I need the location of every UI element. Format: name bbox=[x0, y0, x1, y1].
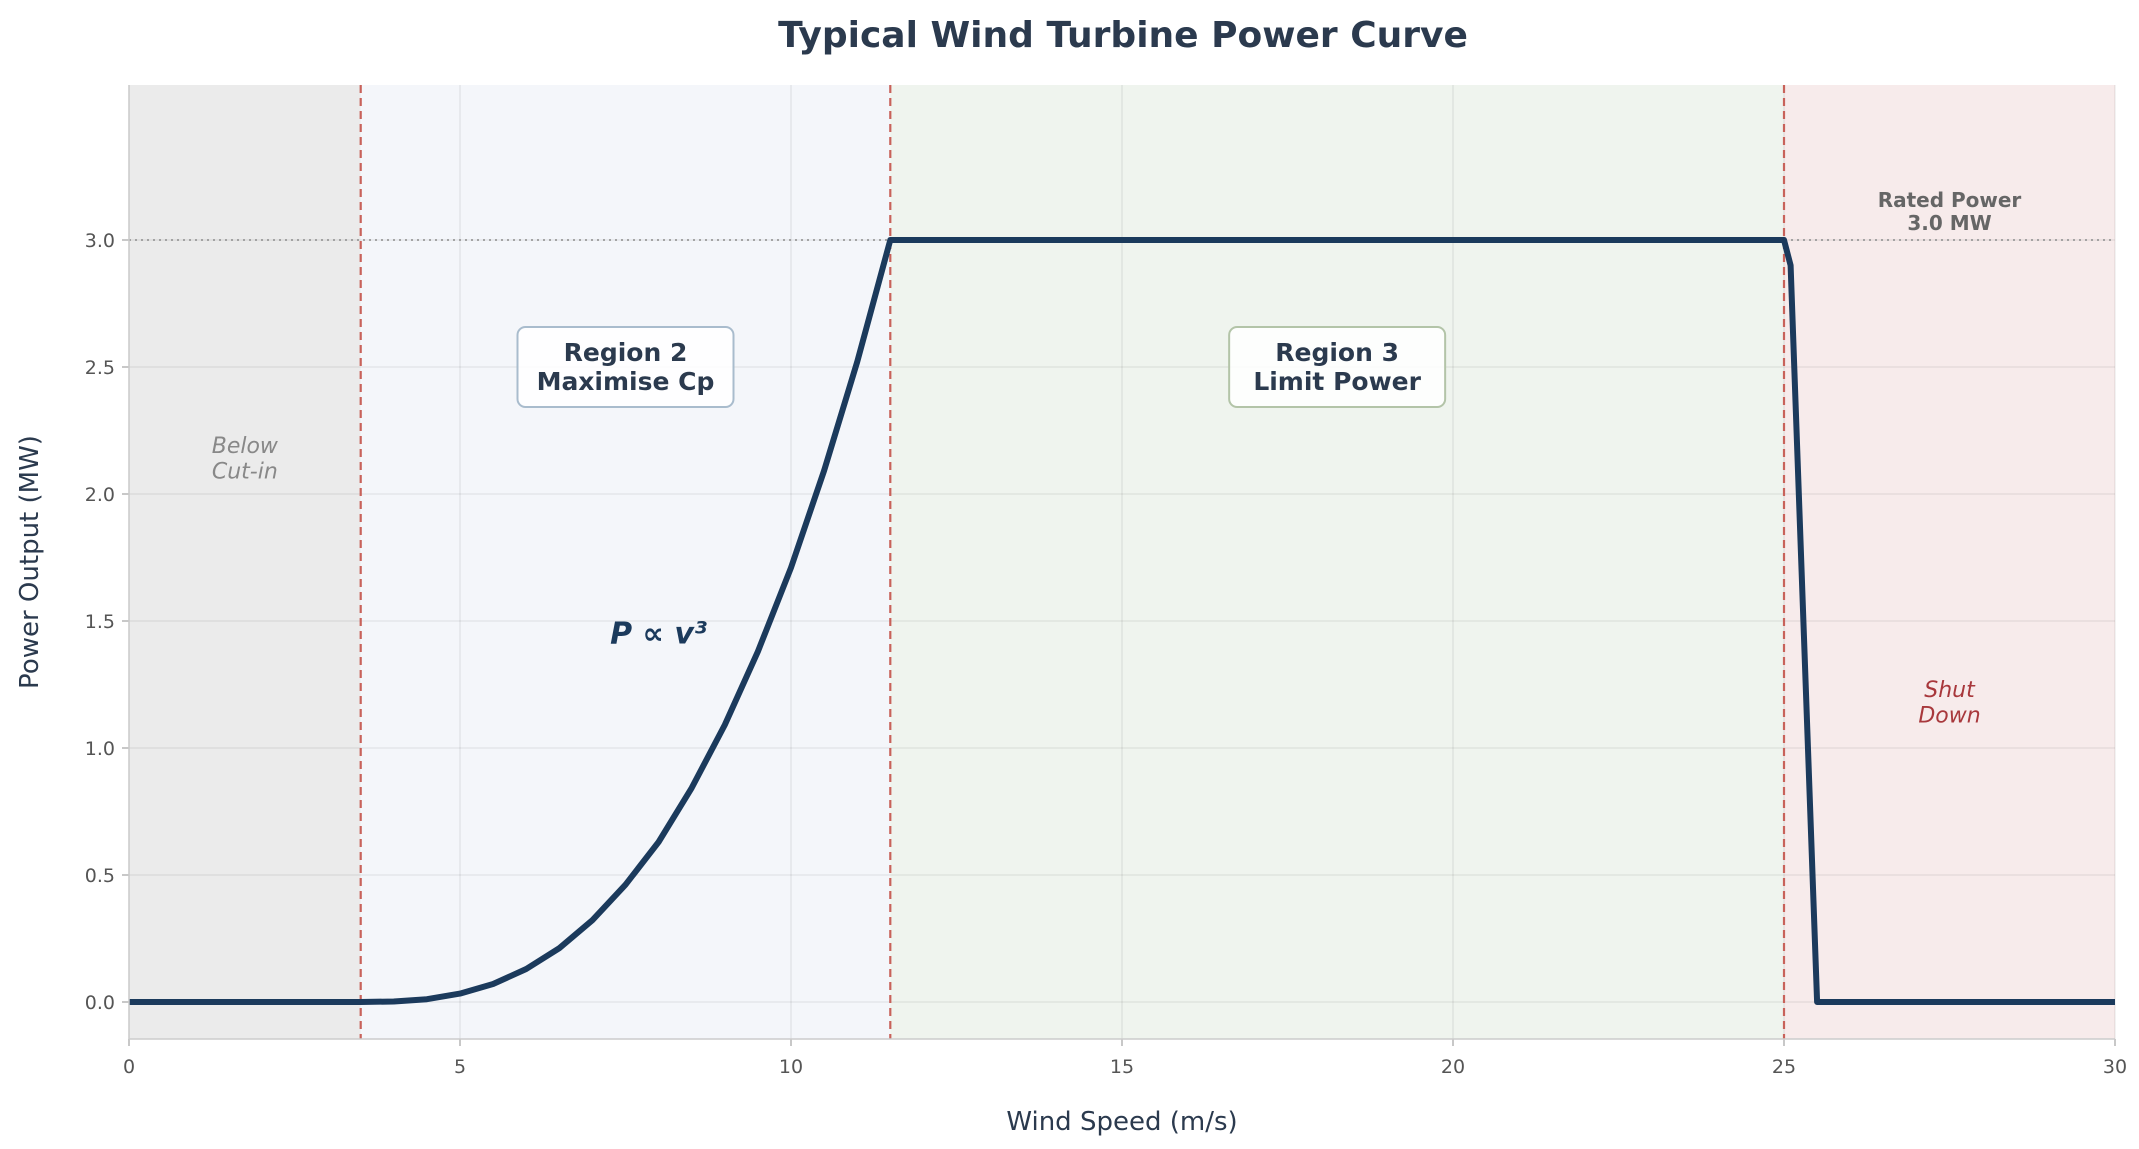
shutdown-label: Shut Down bbox=[1918, 678, 1980, 728]
region-band-1 bbox=[360, 85, 891, 1039]
y-tick-label: 1.5 bbox=[85, 611, 115, 633]
below-cutin-label-line: Cut-in bbox=[212, 460, 278, 485]
region2-label-box bbox=[516, 326, 735, 408]
region-band-3 bbox=[1784, 85, 2115, 1039]
region2-label-line: Region 2 bbox=[564, 338, 688, 367]
rated-power-label-line: Rated Power bbox=[1878, 188, 2022, 212]
region3-label: Region 3 Limit Power bbox=[1253, 338, 1421, 396]
x-tick-label: 25 bbox=[1772, 1056, 1796, 1078]
x-tick-label: 20 bbox=[1441, 1056, 1465, 1078]
y-tick-label: 3.0 bbox=[85, 230, 115, 252]
shutdown-label-line: Shut bbox=[1924, 678, 1976, 703]
cubic-law-label: P ∝ v³ bbox=[610, 617, 707, 652]
below-cutin-label: Below Cut-in bbox=[212, 434, 279, 484]
x-tick-label: 30 bbox=[2103, 1056, 2127, 1078]
x-tick-label: 15 bbox=[1110, 1056, 1134, 1078]
rated-power-label-line: 3.0 MW bbox=[1907, 211, 1991, 235]
chart-title: Typical Wind Turbine Power Curve bbox=[778, 15, 1468, 56]
x-tick-label: 5 bbox=[454, 1056, 466, 1078]
region2-label-line: Maximise Cp bbox=[537, 367, 715, 396]
region3-label-line: Region 3 bbox=[1275, 338, 1399, 367]
region3-label-box bbox=[1228, 326, 1447, 408]
below-cutin-label-line: Below bbox=[212, 434, 279, 459]
x-axis-label: Wind Speed (m/s) bbox=[1006, 1107, 1237, 1137]
y-tick-label: 2.5 bbox=[85, 357, 115, 379]
x-tick-label: 10 bbox=[779, 1056, 803, 1078]
y-tick-label: 2.0 bbox=[85, 484, 115, 506]
rated-power-label: Rated Power 3.0 MW bbox=[1878, 188, 2022, 235]
x-tick-label: 0 bbox=[123, 1056, 135, 1078]
power-curve-line bbox=[129, 237, 2115, 1005]
y-tick-label: 0.0 bbox=[85, 992, 115, 1014]
shutdown-label-line: Down bbox=[1918, 704, 1980, 729]
y-axis-label: Power Output (MW) bbox=[15, 435, 45, 689]
region-band-0 bbox=[129, 85, 361, 1039]
region2-label: Region 2 Maximise Cp bbox=[537, 338, 715, 396]
region3-label-line: Limit Power bbox=[1253, 367, 1421, 396]
region-band-2 bbox=[890, 85, 1784, 1039]
y-tick-label: 0.5 bbox=[85, 865, 115, 887]
y-tick-label: 1.0 bbox=[85, 738, 115, 760]
